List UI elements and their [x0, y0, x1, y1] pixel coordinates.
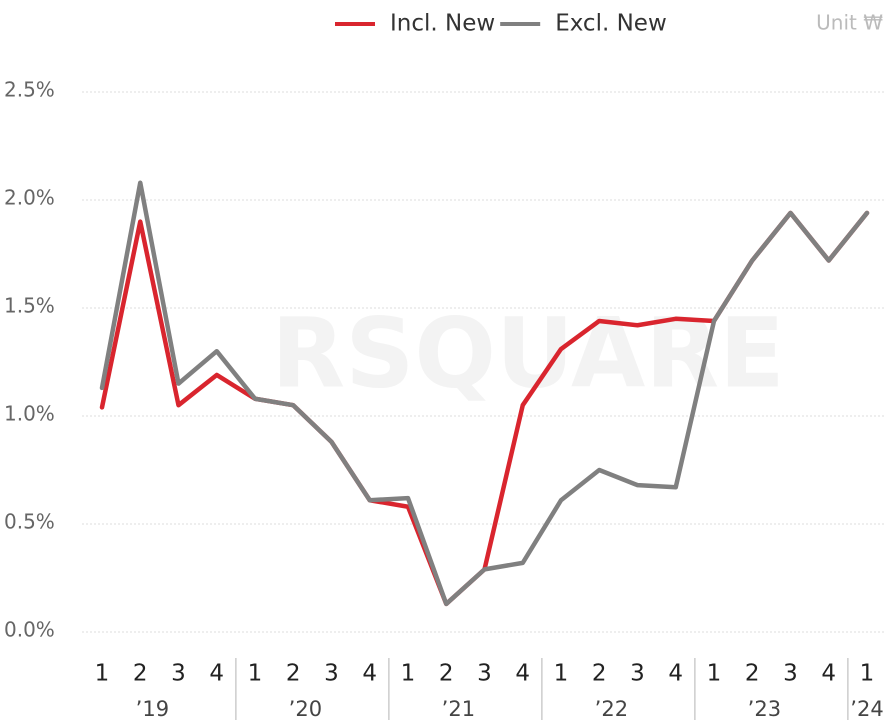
x-tick-label: 2 [745, 661, 760, 687]
x-tick-label: 4 [821, 661, 836, 687]
y-tick-label: 2.0% [4, 186, 55, 210]
x-tick-label: 2 [439, 661, 454, 687]
y-tick-label: 2.5% [4, 78, 55, 102]
year-label: ’24 [850, 697, 883, 720]
legend-label: Incl. New [390, 11, 495, 37]
x-tick-label: 3 [477, 661, 492, 687]
x-tick-label: 1 [707, 661, 722, 687]
year-label: ’23 [748, 697, 781, 720]
x-tick-label: 2 [133, 661, 148, 687]
x-tick-label: 4 [515, 661, 530, 687]
unit-label: Unit ₩ [816, 11, 883, 35]
x-tick-label: 1 [401, 661, 416, 687]
year-label: ’20 [289, 697, 322, 720]
y-tick-label: 1.5% [4, 294, 55, 318]
year-label: ’22 [595, 697, 628, 720]
x-tick-label: 3 [171, 661, 186, 687]
x-tick-label: 4 [668, 661, 683, 687]
series-line [99, 180, 870, 607]
x-tick-label: 1 [860, 661, 875, 687]
x-tick-label: 1 [554, 661, 569, 687]
y-tick-label: 0.0% [4, 618, 55, 642]
x-tick-label: 4 [209, 661, 224, 687]
x-tick-label: 3 [630, 661, 645, 687]
x-tick-label: 2 [286, 661, 301, 687]
x-tick-label: 1 [95, 661, 110, 687]
x-tick-label: 2 [592, 661, 607, 687]
year-label: ’19 [136, 697, 169, 720]
x-tick-label: 3 [324, 661, 339, 687]
year-label: ’21 [442, 697, 475, 720]
x-tick-label: 4 [362, 661, 377, 687]
y-tick-label: 0.5% [4, 510, 55, 534]
x-tick-label: 1 [248, 661, 263, 687]
y-tick-label: 1.0% [4, 402, 55, 426]
x-tick-label: 3 [783, 661, 798, 687]
legend-label: Excl. New [555, 11, 667, 37]
